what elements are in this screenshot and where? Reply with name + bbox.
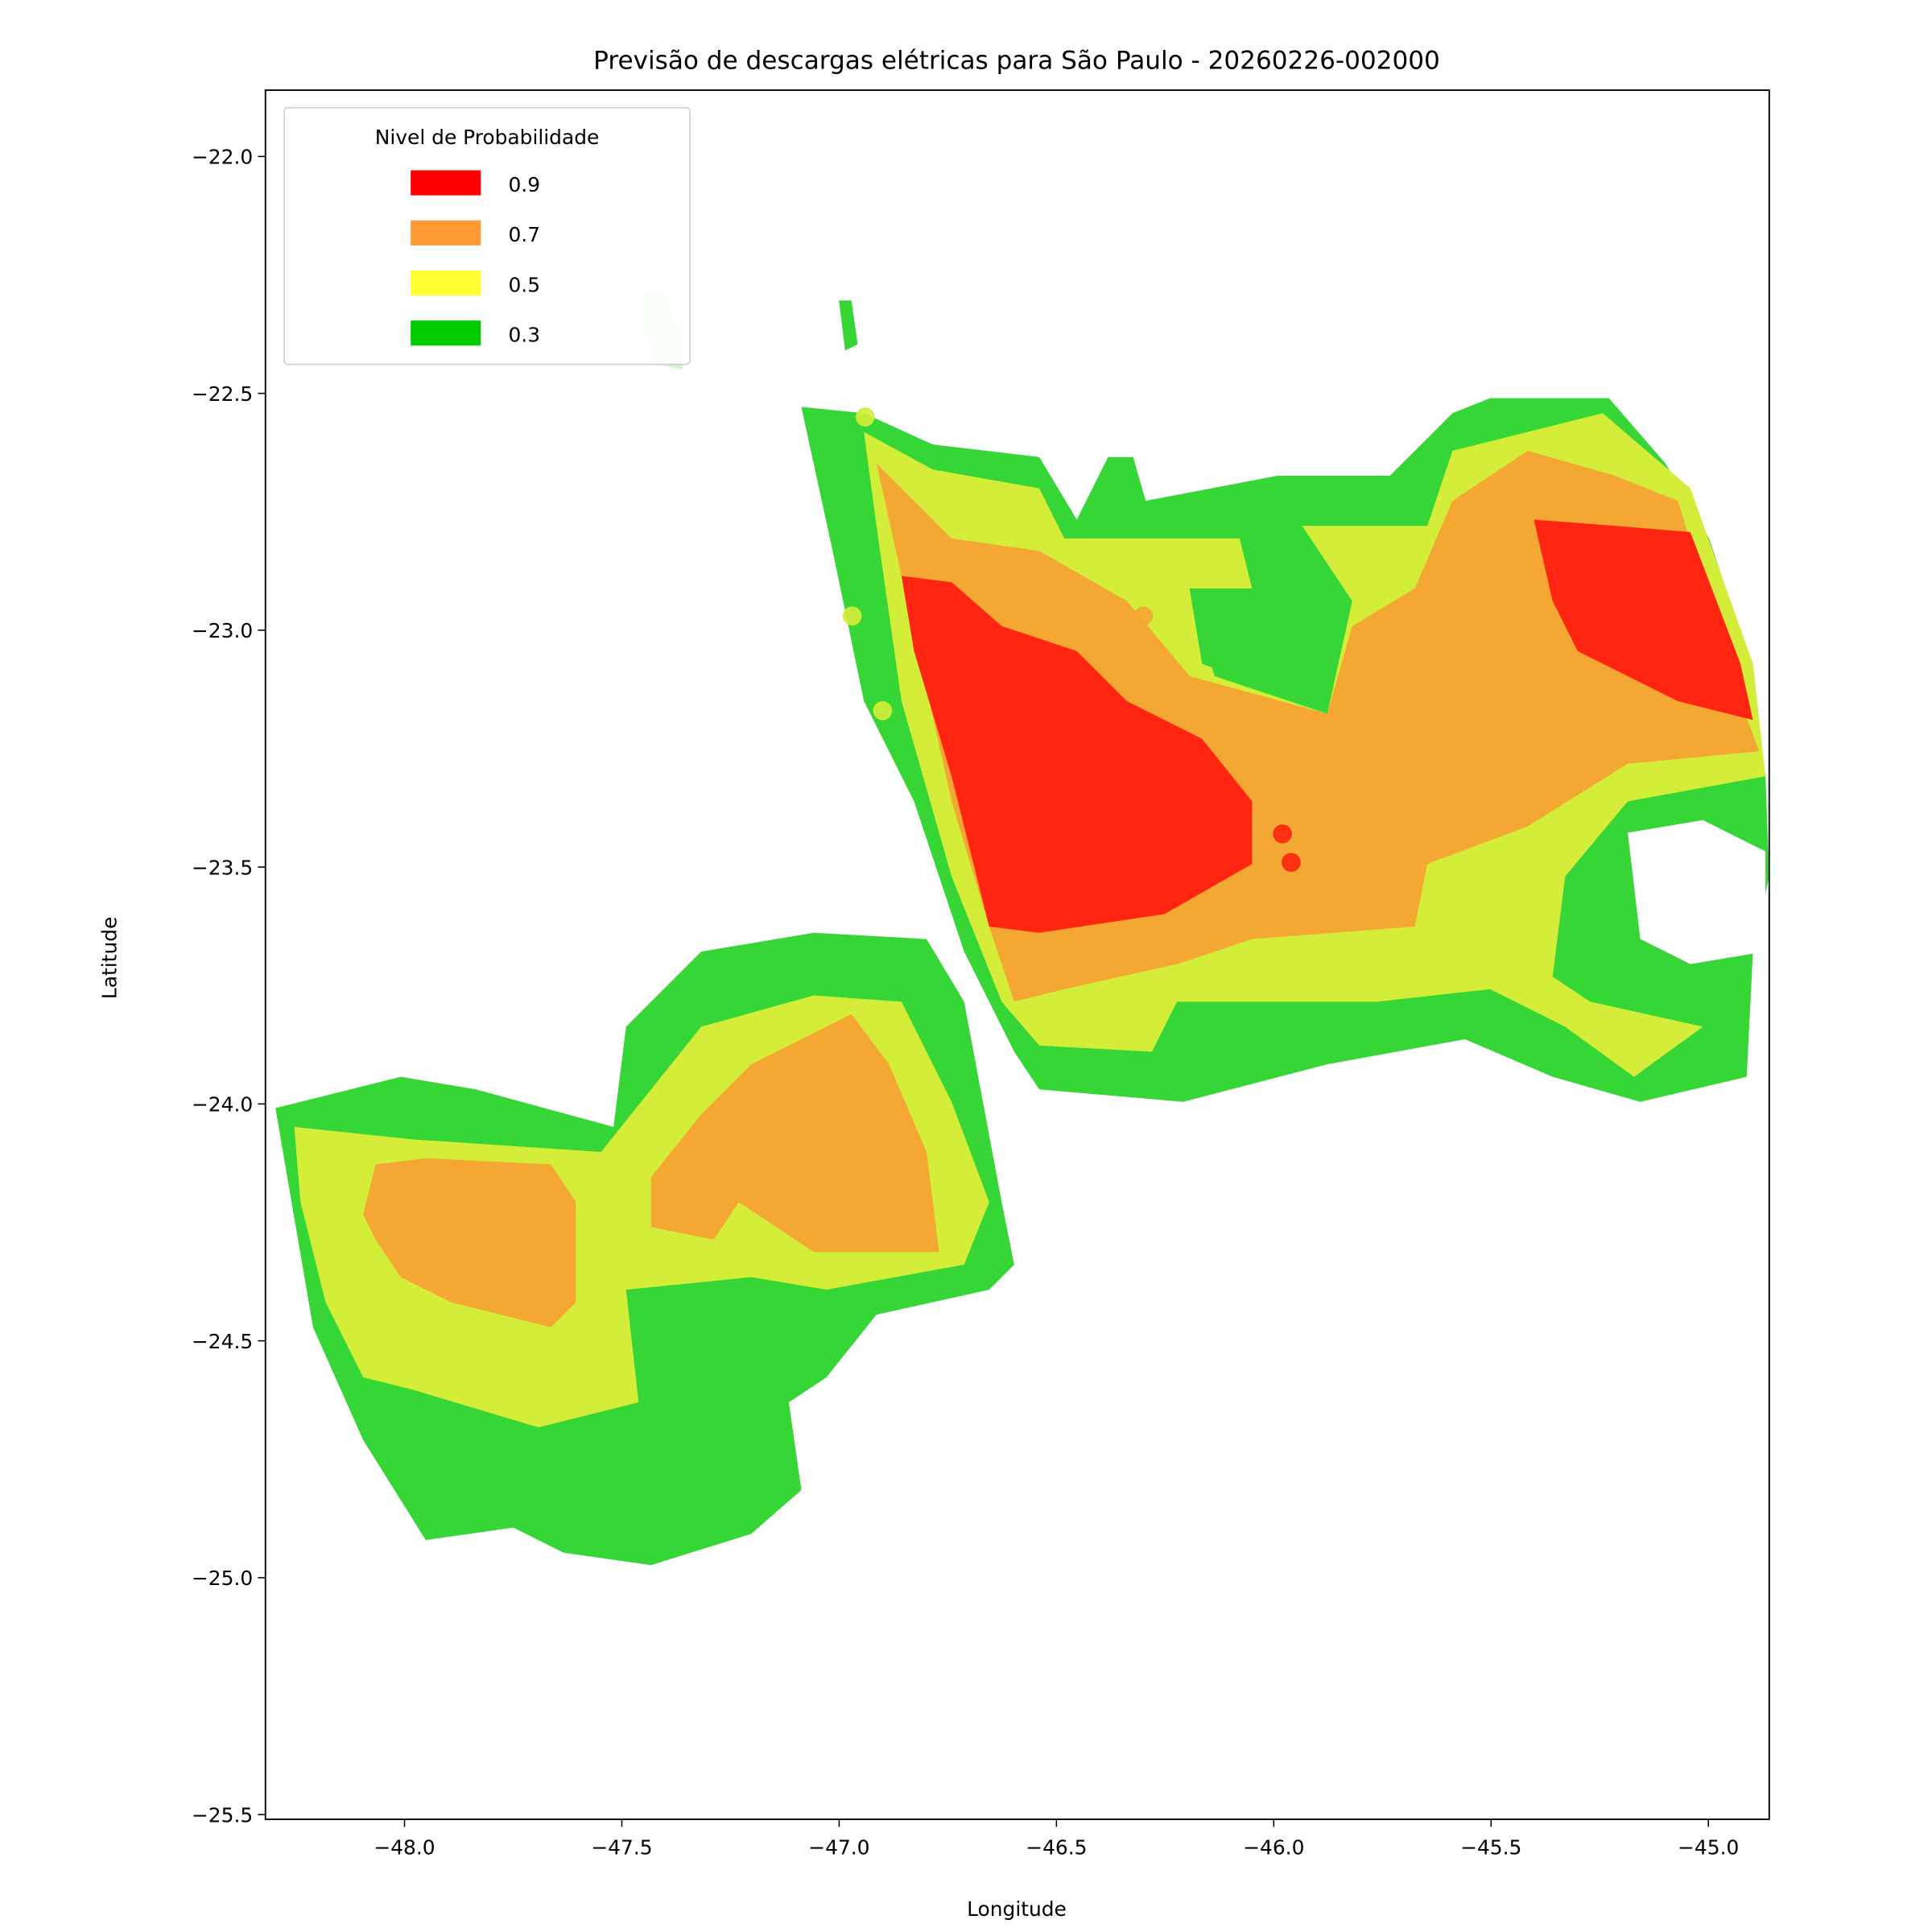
legend-title: Nivel de Probabilidade xyxy=(375,126,600,149)
data-point xyxy=(873,701,893,720)
data-point xyxy=(1273,824,1292,844)
contour-region-09 xyxy=(901,576,1253,933)
contour-region-09 xyxy=(1534,519,1753,720)
legend-swatch xyxy=(411,270,481,296)
y-tick-label: −22.0 xyxy=(192,146,253,169)
x-tick-label: −45.5 xyxy=(1460,1836,1521,1860)
legend-label: 0.7 xyxy=(508,223,540,246)
legend-label: 0.9 xyxy=(508,173,540,196)
y-tick-label: −22.5 xyxy=(192,382,253,406)
x-tick-label: −46.0 xyxy=(1243,1836,1304,1860)
contour-region-07 xyxy=(650,1013,939,1253)
data-point xyxy=(1133,606,1154,625)
legend-label: 0.3 xyxy=(508,324,540,347)
contour-region-03 xyxy=(839,300,858,351)
data-point xyxy=(856,407,875,427)
legend: Nivel de Probabilidade 0.9 0.7 0.5 0.3 xyxy=(283,106,691,365)
data-point xyxy=(899,677,919,697)
legend-swatch xyxy=(411,170,481,196)
y-axis-label: Latitude xyxy=(98,917,122,999)
y-tick-label: −25.0 xyxy=(192,1567,253,1590)
chart-title: Previsão de descargas elétricas para São… xyxy=(593,47,1440,76)
y-tick-label: −23.0 xyxy=(192,619,253,642)
x-tick-label: −47.5 xyxy=(591,1836,652,1860)
data-point xyxy=(842,606,862,625)
x-tick-label: −48.0 xyxy=(374,1836,435,1860)
x-tick-label: −46.5 xyxy=(1026,1836,1087,1860)
axes-frame xyxy=(264,89,1770,1820)
y-tick-label: −24.5 xyxy=(192,1330,253,1353)
plot-area xyxy=(275,294,1769,1566)
legend-swatch xyxy=(411,320,481,346)
x-tick-label: −45.0 xyxy=(1678,1836,1739,1860)
contour-gap xyxy=(1628,819,1766,964)
y-tick-label: −23.5 xyxy=(192,856,253,879)
x-axis: −48.0 −47.5 −47.0 −46.5 −46.0 −45.5 −45.0 xyxy=(374,1819,1739,1860)
contour-region-03 xyxy=(1189,526,1327,714)
x-axis-label: Longitude xyxy=(967,1897,1067,1921)
legend-box xyxy=(283,106,691,365)
y-tick-label: −25.5 xyxy=(192,1803,253,1827)
y-tick-label: −24.0 xyxy=(192,1093,253,1117)
legend-label: 0.5 xyxy=(508,273,540,296)
y-axis: −22.0 −22.5 −23.0 −23.5 −24.0 −24.5 −25.0 −25.5 xyxy=(192,146,266,1827)
legend-swatch xyxy=(411,220,481,246)
data-point xyxy=(1042,573,1062,592)
x-tick-label: −47.0 xyxy=(808,1836,869,1860)
contour-region-07 xyxy=(363,1158,576,1327)
data-point xyxy=(1282,852,1301,872)
